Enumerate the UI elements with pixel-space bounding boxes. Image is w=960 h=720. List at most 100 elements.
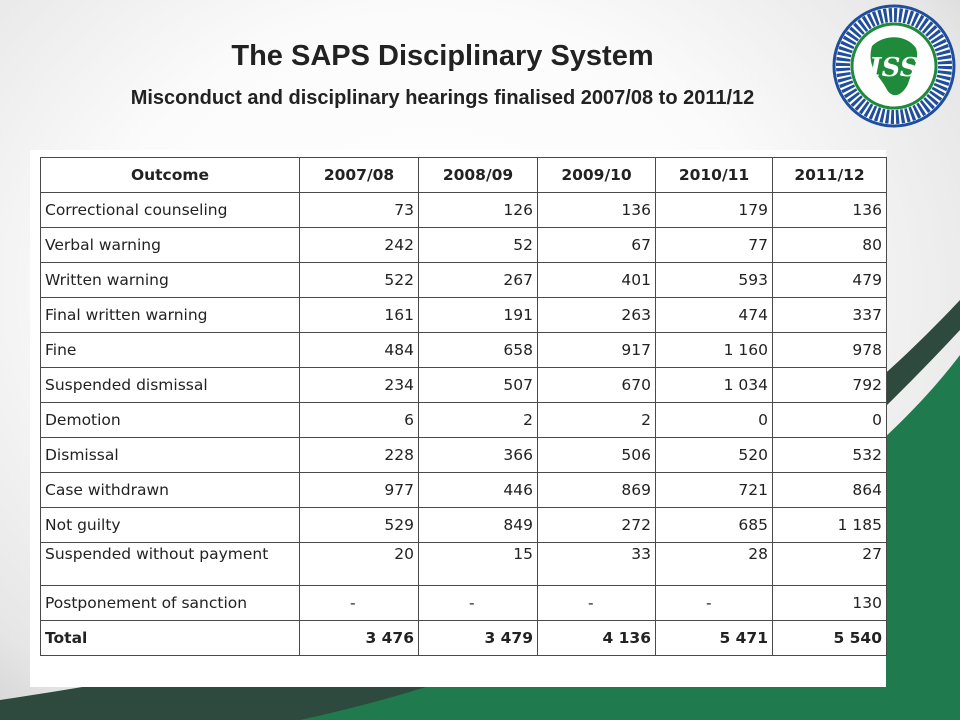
cell-value: 27	[772, 542, 887, 586]
cell-value: 52	[418, 227, 538, 263]
table-row: Suspended dismissal 234 507 670 1 034 79…	[40, 367, 887, 403]
table-row: Dismissal 228 366 506 520 532	[40, 437, 887, 473]
cell-value: 73	[299, 192, 419, 228]
cell-value: 77	[655, 227, 773, 263]
table-row: Verbal warning 242 52 67 77 80	[40, 227, 887, 263]
row-label: Final written warning	[40, 297, 300, 333]
table-row: Not guilty 529 849 272 685 1 185	[40, 507, 887, 543]
cell-value: -	[299, 585, 419, 621]
cell-value: 2	[537, 402, 656, 438]
row-label: Written warning	[40, 262, 300, 298]
row-label: Verbal warning	[40, 227, 300, 263]
row-label: Total	[40, 620, 300, 656]
cell-value: 20	[299, 542, 419, 586]
table-row: Final written warning 161 191 263 474 33…	[40, 297, 887, 333]
cell-value: 161	[299, 297, 419, 333]
table-row: Correctional counseling 73 126 136 179 1…	[40, 192, 887, 228]
cell-value: 67	[537, 227, 656, 263]
cell-value: 1 160	[655, 332, 773, 368]
row-label: Case withdrawn	[40, 472, 300, 508]
cell-value: 917	[537, 332, 656, 368]
column-header: 2009/10	[537, 157, 656, 193]
cell-value: 272	[537, 507, 656, 543]
cell-value: 4 136	[537, 620, 656, 656]
column-header: 2010/11	[655, 157, 773, 193]
row-label: Correctional counseling	[40, 192, 300, 228]
cell-value: 234	[299, 367, 419, 403]
cell-value: 15	[418, 542, 538, 586]
cell-value: -	[655, 585, 773, 621]
cell-value: 446	[418, 472, 538, 508]
cell-value: 179	[655, 192, 773, 228]
cell-value: 6	[299, 402, 419, 438]
cell-value: 5 540	[772, 620, 887, 656]
cell-value: 978	[772, 332, 887, 368]
slide-subtitle: Misconduct and disciplinary hearings fin…	[130, 87, 755, 109]
cell-value: 593	[655, 262, 773, 298]
cell-value: 80	[772, 227, 887, 263]
cell-value: 33	[537, 542, 656, 586]
cell-value: 401	[537, 262, 656, 298]
row-label: Suspended without payment	[40, 542, 300, 586]
cell-value: -	[418, 585, 538, 621]
cell-value: 0	[655, 402, 773, 438]
cell-value: 721	[655, 472, 773, 508]
table-row: Written warning 522 267 401 593 479	[40, 262, 887, 298]
cell-value: 1 185	[772, 507, 887, 543]
row-label: Suspended dismissal	[40, 367, 300, 403]
row-label: Demotion	[40, 402, 300, 438]
cell-value: 474	[655, 297, 773, 333]
cell-value: 658	[418, 332, 538, 368]
table-header-row: Outcome 2007/08 2008/09 2009/10 2010/11 …	[40, 157, 887, 193]
cell-value: 479	[772, 262, 887, 298]
cell-value: 0	[772, 402, 887, 438]
cell-value: 484	[299, 332, 419, 368]
cell-value: 263	[537, 297, 656, 333]
column-header: 2008/09	[418, 157, 538, 193]
cell-value: 130	[772, 585, 887, 621]
cell-value: 869	[537, 472, 656, 508]
cell-value: 191	[418, 297, 538, 333]
row-label: Not guilty	[40, 507, 300, 543]
cell-value: 2	[418, 402, 538, 438]
column-header: 2011/12	[772, 157, 887, 193]
cell-value: 5 471	[655, 620, 773, 656]
cell-value: 529	[299, 507, 419, 543]
cell-value: 522	[299, 262, 419, 298]
cell-value: 977	[299, 472, 419, 508]
cell-value: 28	[655, 542, 773, 586]
slide-title: The SAPS Disciplinary System	[231, 40, 654, 72]
row-label: Postponement of sanction	[40, 585, 300, 621]
cell-value: 685	[655, 507, 773, 543]
cell-value: 506	[537, 437, 656, 473]
iss-logo: ISS	[832, 4, 956, 128]
cell-value: 126	[418, 192, 538, 228]
cell-value: 136	[537, 192, 656, 228]
cell-value: 864	[772, 472, 887, 508]
table-row: Case withdrawn 977 446 869 721 864	[40, 472, 887, 508]
cell-value: 242	[299, 227, 419, 263]
disciplinary-table: Outcome 2007/08 2008/09 2009/10 2010/11 …	[40, 157, 887, 656]
table-row: Suspended without payment 20 15 33 28 27	[40, 542, 887, 586]
cell-value: 136	[772, 192, 887, 228]
table-row: Postponement of sanction - - - - 130	[40, 585, 887, 621]
cell-value: 337	[772, 297, 887, 333]
cell-value: 670	[537, 367, 656, 403]
row-label: Fine	[40, 332, 300, 368]
cell-value: 1 034	[655, 367, 773, 403]
cell-value: 366	[418, 437, 538, 473]
cell-value: -	[537, 585, 656, 621]
row-label: Dismissal	[40, 437, 300, 473]
column-header: 2007/08	[299, 157, 419, 193]
cell-value: 792	[772, 367, 887, 403]
total-row: Total 3 476 3 479 4 136 5 471 5 540	[40, 620, 887, 656]
cell-value: 267	[418, 262, 538, 298]
table-row: Fine 484 658 917 1 160 978	[40, 332, 887, 368]
cell-value: 507	[418, 367, 538, 403]
cell-value: 520	[655, 437, 773, 473]
cell-value: 3 476	[299, 620, 419, 656]
cell-value: 3 479	[418, 620, 538, 656]
logo-text: ISS	[868, 53, 918, 83]
table-panel: Outcome 2007/08 2008/09 2009/10 2010/11 …	[30, 150, 887, 687]
cell-value: 849	[418, 507, 538, 543]
